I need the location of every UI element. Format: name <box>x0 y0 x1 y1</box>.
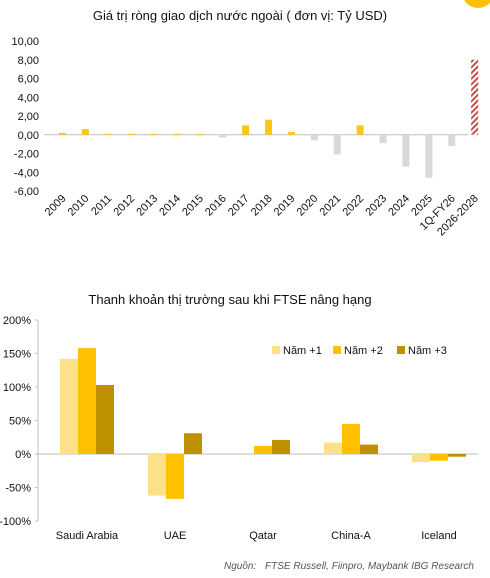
chart-1-bar <box>356 125 364 135</box>
chart-2-y-tick-label: 0% <box>15 449 31 461</box>
chart-2-legend: Năm +1 Năm +2 Năm +3 <box>272 345 447 357</box>
chart-1-x-tick-label: 2017 <box>226 193 252 219</box>
chart-1-x-tick-label: 2016 <box>203 193 229 219</box>
chart-2-x-axis: Saudi Arabia UAE Qatar China-A Iceland <box>56 530 457 542</box>
chart-1-x-tick-label: 2018 <box>249 193 275 219</box>
chart-1-title: Giá trị ròng giao dịch nước ngoài ( đơn … <box>93 8 387 23</box>
chart-2-y-axis: 200% 150% 100% 50% 0% -50% -100% <box>0 315 38 528</box>
chart-1-bar <box>265 119 273 135</box>
chart-2-bar-series-2 <box>342 423 360 454</box>
chart-2-bar-series-2 <box>430 454 448 461</box>
chart-2-bar-series-2 <box>166 454 184 499</box>
chart-2-legend-swatch <box>272 346 280 354</box>
chart-2-bar-series-1 <box>148 454 166 496</box>
chart-2-legend-label: Năm +1 <box>283 345 322 357</box>
chart-1-bar <box>219 134 227 138</box>
chart-1-y-tick-label: 0,00 <box>18 130 39 142</box>
svg-text:Nguồn: FTSE Russell, Fii: Nguồn: FTSE Russell, Fiinpro, Maybank IB… <box>224 560 474 572</box>
chart-1-bar <box>173 133 181 135</box>
chart-2-x-tick-label: Saudi Arabia <box>56 530 119 542</box>
chart-1-x-tick-label: 2013 <box>134 193 160 219</box>
chart-1-bar <box>379 134 387 144</box>
chart-2-y-tick-label: 100% <box>3 382 31 394</box>
chart-1-bars <box>58 59 479 178</box>
chart-1-y-tick-label: 10,00 <box>11 36 39 48</box>
chart-2-bar-series-1 <box>60 358 78 454</box>
chart-2-ftse-liquidity: Thanh khoản thị trường sau khi FTSE nâng… <box>0 292 478 542</box>
chart-1-x-tick-label: 2022 <box>340 193 366 219</box>
chart-1-net-foreign-trading: Giá trị ròng giao dịch nước ngoài ( đơn … <box>11 8 480 238</box>
chart-2-x-tick-label: UAE <box>164 530 187 542</box>
chart-1-bar <box>425 134 433 178</box>
corner-accent-shape <box>464 0 490 8</box>
source-text: FTSE Russell, Fiinpro, Maybank IBG Resea… <box>265 561 474 572</box>
chart-1-x-tick-label: 2019 <box>272 193 298 219</box>
chart-1-bar <box>150 133 158 135</box>
chart-2-y-tick-label: 200% <box>3 315 31 327</box>
chart-1-bar <box>287 131 295 135</box>
chart-1-x-tick-label: 2015 <box>180 193 206 219</box>
chart-2-x-tick-label: Qatar <box>249 530 277 542</box>
chart-1-x-tick-label: 2011 <box>89 193 114 218</box>
chart-1-bar <box>58 132 66 135</box>
chart-1-x-tick-label: 2010 <box>66 193 92 219</box>
chart-1-bar <box>333 134 341 155</box>
chart-1-bar <box>402 134 410 167</box>
chart-2-legend-swatch <box>397 346 405 354</box>
chart-1-x-tick-label: 2021 <box>318 193 344 219</box>
chart-1-y-tick-label: 2,00 <box>18 111 39 123</box>
source-label: Nguồn: <box>224 560 256 572</box>
chart-2-y-tick-label: 50% <box>9 416 31 428</box>
chart-1-y-tick-label: 4,00 <box>18 92 39 104</box>
chart-2-x-tick-label: China-A <box>331 530 371 542</box>
chart-2-legend-swatch <box>333 346 341 354</box>
chart-1-x-axis: 2009201020112012201320142015201620172018… <box>43 193 481 239</box>
chart-2-legend-label: Năm +2 <box>344 345 383 357</box>
chart-1-bar <box>81 129 89 135</box>
chart-1-bar <box>310 134 318 141</box>
chart-1-x-tick-label: 2024 <box>386 193 412 219</box>
chart-2-bar-series-3 <box>184 433 202 454</box>
chart-2-bar-series-2 <box>78 348 96 454</box>
chart-2-legend-label: Năm +3 <box>408 345 447 357</box>
chart-2-bar-series-1 <box>412 454 430 463</box>
chart-2-bar-series-3 <box>448 454 466 457</box>
chart-1-y-tick-label: -2,00 <box>14 149 39 161</box>
chart-1-bar <box>242 125 250 135</box>
chart-2-bar-series-1 <box>324 442 342 454</box>
chart-1-y-tick-label: -4,00 <box>14 167 39 179</box>
chart-1-bar <box>448 134 456 146</box>
chart-1-bar-forecast <box>471 59 479 135</box>
chart-1-bar <box>127 133 135 135</box>
chart-1-x-tick-label: 2009 <box>43 193 69 219</box>
chart-2-bar-series-3 <box>96 384 114 454</box>
chart-2-y-tick-label: 150% <box>3 349 31 361</box>
chart-2-title: Thanh khoản thị trường sau khi FTSE nâng… <box>88 292 371 307</box>
chart-2-bar-series-3 <box>272 439 290 454</box>
chart-1-y-tick-label: 8,00 <box>18 55 39 67</box>
chart-2-bar-series-3 <box>360 444 378 454</box>
chart-1-bar <box>104 133 112 135</box>
chart-1-x-tick-label: 2023 <box>363 193 389 219</box>
chart-1-x-tick-label: 2012 <box>111 193 137 219</box>
chart-2-y-tick-label: -50% <box>5 483 31 495</box>
chart-1-y-axis: 10,00 8,00 6,00 4,00 2,00 0,00 -2,00 -4,00 -6,00 <box>11 36 39 198</box>
chart-1-bar <box>196 133 204 135</box>
chart-2-bars <box>60 348 466 499</box>
chart-2-y-tick-label: -100% <box>0 516 31 528</box>
source-note: Nguồn: FTSE Russell, Fiinpro, Maybank IB… <box>224 560 474 572</box>
chart-1-y-tick-label: 6,00 <box>18 74 39 86</box>
chart-1-x-tick-label: 2020 <box>295 193 321 219</box>
chart-2-bar-series-2 <box>254 445 272 454</box>
chart-2-x-tick-label: Iceland <box>421 530 456 542</box>
chart-1-x-tick-label: 2014 <box>157 193 183 219</box>
chart-1-y-tick-label: -6,00 <box>14 186 39 198</box>
